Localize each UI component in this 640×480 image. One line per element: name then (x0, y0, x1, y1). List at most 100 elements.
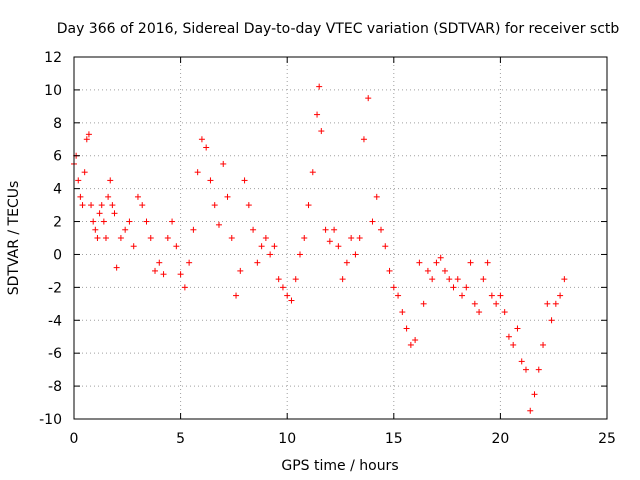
data-point (160, 271, 167, 278)
data-point (177, 271, 184, 278)
data-point (130, 243, 137, 250)
data-point (314, 111, 321, 118)
data-point (309, 169, 316, 176)
data-point (279, 284, 286, 291)
data-point (454, 276, 461, 283)
data-point (557, 292, 564, 299)
data-point (493, 300, 500, 307)
data-point (531, 391, 538, 398)
data-point (194, 169, 201, 176)
data-point (540, 341, 547, 348)
data-point (352, 251, 359, 258)
data-point (514, 325, 521, 332)
data-point (335, 243, 342, 250)
data-point (117, 235, 124, 241)
data-point (488, 292, 495, 299)
data-point (96, 210, 103, 217)
y-axis-label: SDTVAR / TECUs (6, 181, 22, 296)
data-point (535, 366, 542, 373)
data-point (467, 259, 474, 266)
y-tick-label: 6 (53, 149, 62, 165)
tick-labels: 0 5 10 15 20 25 -10 -8 -6 -4 -2 0 2 4 6 8 10 12 (39, 50, 616, 447)
data-point (544, 300, 551, 307)
data-point (203, 144, 210, 151)
data-point (181, 284, 188, 291)
data-point (433, 259, 440, 266)
data-point (522, 366, 529, 373)
data-point (109, 202, 116, 209)
x-tick-label: 15 (385, 431, 403, 447)
data-point (292, 276, 299, 283)
data-point (403, 325, 410, 332)
data-point (412, 337, 419, 344)
data-point (250, 226, 257, 233)
data-point (399, 309, 406, 316)
data-point (122, 226, 129, 233)
data-point (548, 317, 555, 324)
data-point (111, 210, 118, 217)
data-point (100, 218, 107, 225)
data-point (220, 160, 227, 167)
data-point (446, 276, 453, 283)
data-point (169, 218, 176, 225)
data-point (211, 202, 218, 209)
data-point (518, 358, 525, 365)
data-point (88, 202, 95, 209)
data-point (373, 193, 380, 200)
data-point (497, 292, 504, 299)
data-point (164, 235, 171, 241)
data-point (552, 300, 559, 307)
x-tick-label: 25 (598, 431, 616, 447)
x-tick-label: 5 (176, 431, 185, 447)
data-point (113, 264, 120, 271)
data-point (429, 276, 436, 283)
data-point (288, 297, 295, 304)
data-point (77, 193, 84, 200)
data-point (318, 128, 325, 135)
data-point (378, 226, 385, 233)
grid (74, 57, 607, 419)
data-point (390, 284, 397, 291)
y-tick-label: 12 (44, 50, 62, 66)
data-point (147, 235, 154, 241)
data-point (480, 276, 487, 283)
x-tick-label: 0 (70, 431, 79, 447)
data-point (90, 218, 97, 225)
data-point (215, 221, 222, 228)
data-point (301, 235, 308, 241)
data-point (98, 202, 105, 209)
data-point (85, 131, 92, 138)
data-point (284, 292, 291, 299)
data-point (224, 193, 231, 200)
data-point (386, 267, 393, 274)
data-point (107, 177, 114, 184)
data-point (152, 267, 159, 274)
data-point (365, 95, 372, 102)
data-point (420, 300, 427, 307)
data-point (267, 251, 274, 258)
data-point (228, 235, 235, 241)
y-tick-label: -4 (48, 313, 62, 329)
data-point (139, 202, 146, 209)
data-point (459, 292, 466, 299)
chart-title: Day 366 of 2016, Sidereal Day-to-day VTE… (57, 21, 620, 37)
data-point (102, 235, 109, 241)
data-point (237, 267, 244, 274)
data-point (561, 276, 568, 283)
y-tick-label: 0 (53, 247, 62, 263)
data-point (173, 243, 180, 250)
data-point (437, 254, 444, 261)
data-point (407, 341, 414, 348)
y-tick-label: 2 (53, 215, 62, 231)
data-point (105, 193, 112, 200)
data-point (92, 226, 99, 233)
y-tick-label: 10 (44, 83, 62, 99)
data-point (156, 259, 163, 266)
data-point (424, 267, 431, 274)
data-point (126, 218, 133, 225)
y-tick-label: -10 (39, 412, 62, 428)
data-point (463, 284, 470, 291)
data-point (471, 300, 478, 307)
data-point (339, 276, 346, 283)
